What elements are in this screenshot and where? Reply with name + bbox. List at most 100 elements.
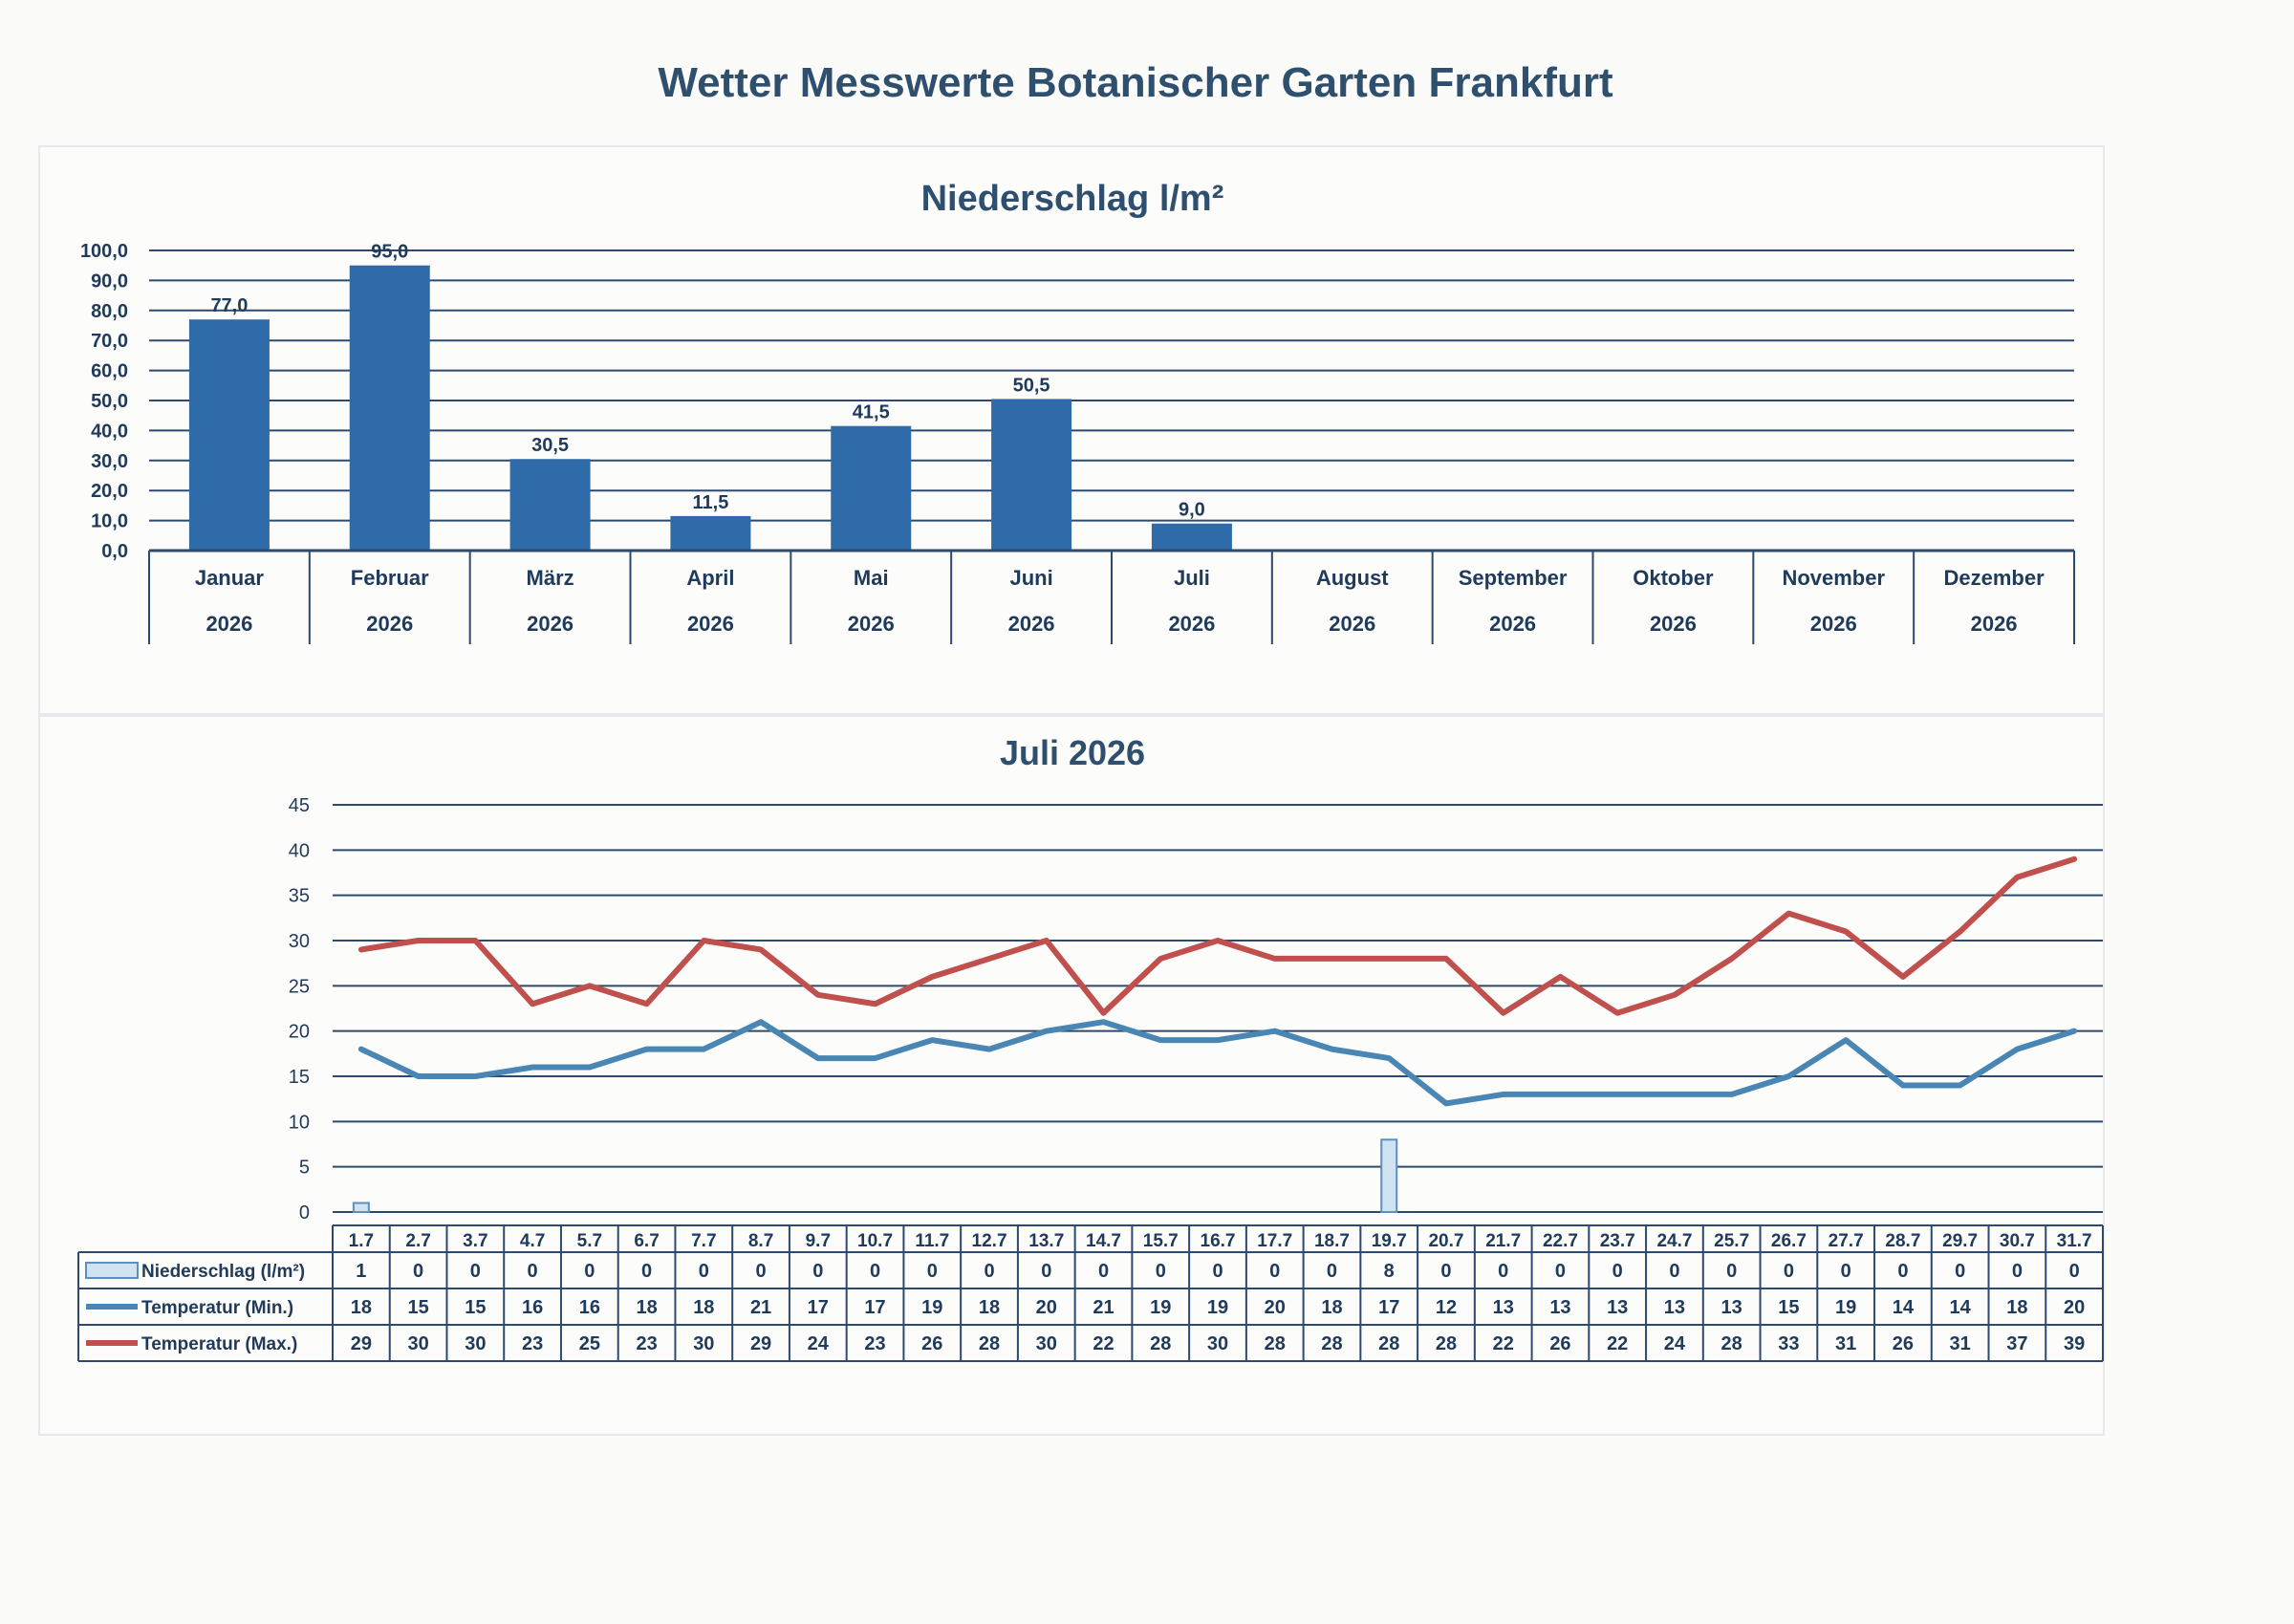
x-tick-label: September	[1459, 566, 1568, 590]
bar-Mai	[831, 425, 912, 551]
chart-title: Niederschlag l/m²	[921, 179, 1224, 219]
table-cell: 18	[979, 1297, 1000, 1318]
date-label: 14.7	[1086, 1231, 1121, 1251]
table-cell: 17	[1378, 1297, 1399, 1318]
table-cell: 28	[1321, 1333, 1342, 1354]
date-label: 26.7	[1771, 1231, 1807, 1251]
table-cell: 0	[470, 1261, 481, 1282]
table-cell: 15	[1778, 1297, 1799, 1318]
date-label: 5.7	[577, 1231, 602, 1251]
page-title: Wetter Messwerte Botanischer Garten Fran…	[658, 59, 1613, 106]
table-cell: 0	[1269, 1261, 1280, 1282]
y-tick-label: 45	[289, 795, 310, 816]
date-label: 19.7	[1372, 1231, 1407, 1251]
table-cell: 21	[750, 1297, 771, 1318]
x-tick-year: 2026	[206, 612, 252, 636]
date-label: 10.7	[857, 1231, 893, 1251]
table-cell: 17	[864, 1297, 885, 1318]
table-cell: 16	[522, 1297, 543, 1318]
bar-value-label: 50,5	[1013, 375, 1050, 396]
table-cell: 14	[1893, 1297, 1915, 1318]
table-cell: 31	[1950, 1333, 1971, 1354]
table-cell: 19	[921, 1297, 942, 1318]
table-cell: 0	[641, 1261, 652, 1282]
table-cell: 13	[1664, 1297, 1685, 1318]
y-tick-label: 50,0	[91, 391, 128, 412]
date-label: 24.7	[1656, 1231, 1692, 1251]
legend-key-precipitation	[85, 1262, 139, 1279]
date-label: 17.7	[1257, 1231, 1292, 1251]
date-label: 15.7	[1143, 1231, 1179, 1251]
date-label: 31.7	[2057, 1231, 2092, 1251]
date-label: 30.7	[2000, 1231, 2035, 1251]
table-cell: 28	[1378, 1333, 1399, 1354]
series-name: Niederschlag (l/m²)	[141, 1262, 305, 1282]
table-cell: 0	[1612, 1261, 1623, 1282]
bar-value-label: 11,5	[693, 492, 729, 513]
bar-value-label: 30,5	[531, 435, 569, 456]
x-tick-year: 2026	[1810, 612, 1857, 636]
table-cell: 24	[1664, 1333, 1686, 1354]
table-cell: 18	[636, 1297, 657, 1318]
table-cell: 20	[2064, 1297, 2085, 1318]
y-tick-label: 40,0	[91, 421, 128, 442]
table-cell: 0	[1327, 1261, 1337, 1282]
table-cell: 24	[808, 1333, 830, 1354]
date-label: 20.7	[1428, 1231, 1463, 1251]
y-tick-label: 10,0	[91, 511, 128, 532]
bar-value-label: 95,0	[371, 242, 408, 263]
table-cell: 22	[1493, 1333, 1514, 1354]
table-cell: 0	[1669, 1261, 1679, 1282]
y-tick-label: 90,0	[91, 271, 128, 292]
x-tick-year: 2026	[1168, 612, 1215, 636]
table-cell: 0	[1555, 1261, 1566, 1282]
table-cell: 12	[1436, 1297, 1457, 1318]
date-label: 21.7	[1485, 1231, 1521, 1251]
table-cell: 28	[979, 1333, 1000, 1354]
table-cell: 19	[1150, 1297, 1171, 1318]
table-cell: 29	[351, 1333, 372, 1354]
table-cell: 0	[1156, 1261, 1166, 1282]
date-label: 25.7	[1714, 1231, 1749, 1251]
y-tick-label: 0	[299, 1202, 310, 1223]
table-cell: 0	[1212, 1261, 1223, 1282]
table-cell: 0	[584, 1261, 595, 1282]
table-cell: 13	[1493, 1297, 1514, 1318]
table-cell: 30	[407, 1333, 428, 1354]
y-tick-label: 0,0	[101, 541, 128, 562]
bar-value-label: 41,5	[853, 402, 890, 423]
date-label: 29.7	[1942, 1231, 1978, 1251]
bar-März	[509, 459, 591, 551]
x-tick-label: Februar	[351, 566, 429, 590]
precipitation-bar-chart: Niederschlag l/m² 0,0 10,0 20,0 30,0 40,0 50,0…	[80, 179, 2075, 644]
table-cell: 0	[1841, 1261, 1851, 1282]
table-cell: 31	[1835, 1333, 1856, 1354]
table-cell: 30	[1036, 1333, 1057, 1354]
y-tick-label: 100,0	[80, 241, 128, 262]
bar-Februar	[349, 265, 430, 551]
table-cell: 0	[2012, 1261, 2023, 1282]
table-cell: 0	[870, 1261, 880, 1282]
table-cell: 17	[808, 1297, 829, 1318]
date-label: 6.7	[634, 1231, 659, 1251]
y-tick-label: 40	[289, 840, 310, 861]
date-label: 13.7	[1028, 1231, 1064, 1251]
date-label: 11.7	[915, 1231, 949, 1251]
date-label: 3.7	[463, 1231, 487, 1251]
table-cell: 22	[1607, 1333, 1628, 1354]
table-cell: 0	[1041, 1261, 1051, 1282]
x-tick-year: 2026	[1971, 612, 2018, 636]
x-tick-year: 2026	[1008, 612, 1055, 636]
table-cell: 0	[984, 1261, 994, 1282]
table-cell: 0	[1498, 1261, 1508, 1282]
max-temperature-line	[357, 855, 2078, 1016]
table-cell: 0	[1784, 1261, 1794, 1282]
table-cell: 0	[812, 1261, 823, 1282]
table-cell: 13	[1607, 1297, 1628, 1318]
date-label: 18.7	[1314, 1231, 1350, 1251]
table-cell: 23	[864, 1333, 885, 1354]
y-tick-label: 80,0	[91, 301, 128, 322]
table-cell: 26	[921, 1333, 942, 1354]
date-label: 27.7	[1829, 1231, 1864, 1251]
table-cell: 14	[1950, 1297, 1972, 1318]
